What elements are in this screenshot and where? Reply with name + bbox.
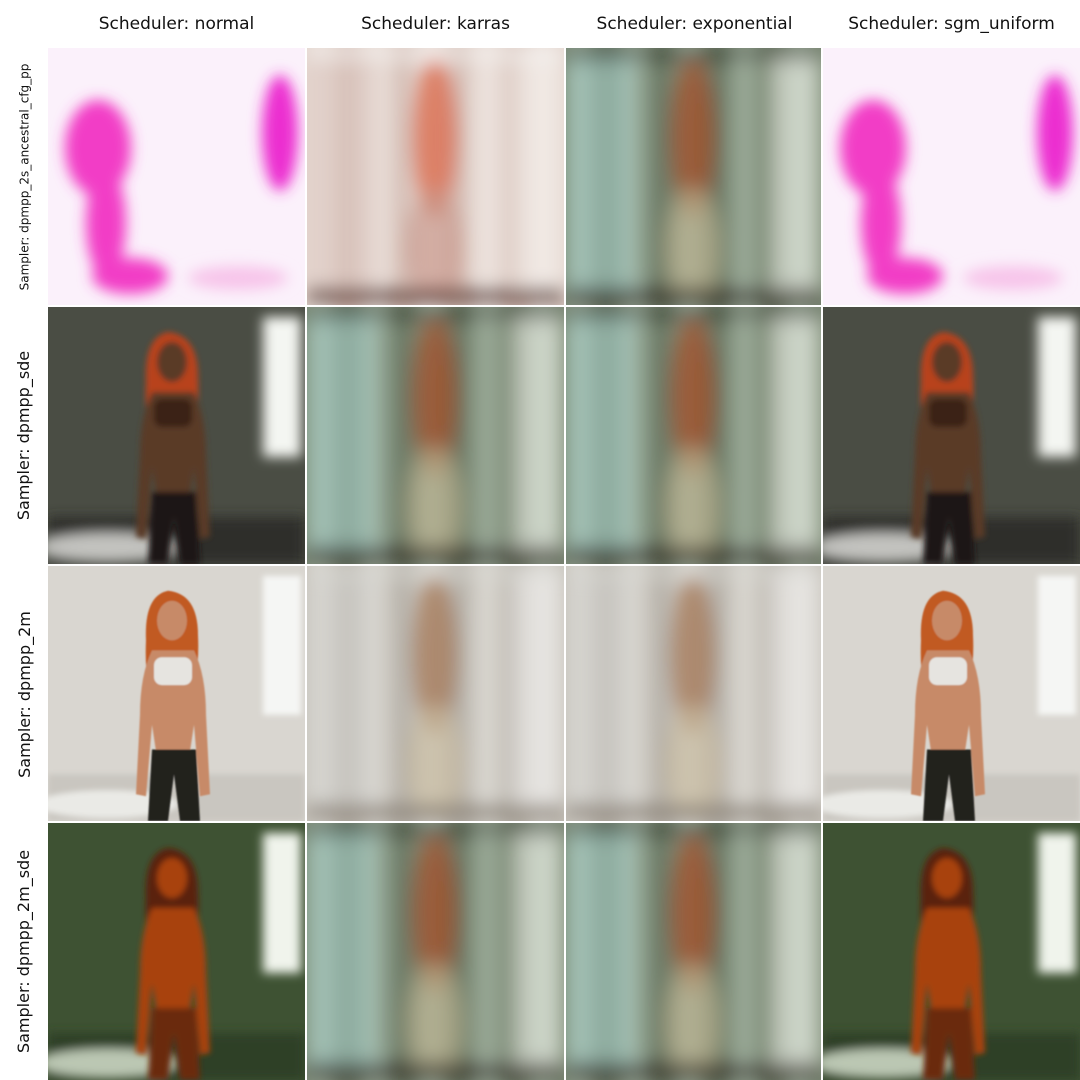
generated-image-woman-bright-room [48,566,305,821]
grid-image-r4-c4 [823,823,1080,1080]
row-label-dpmpp-sde: Sampler: dpmpp_sde [14,350,34,521]
grid-image-r1-c4 [823,48,1080,305]
grid-image-r4-c1 [48,823,305,1080]
generated-image-blurred-curtain-grey [307,566,564,821]
grid-image-r2-c3 [566,307,821,564]
column-label-normal: Scheduler: normal [98,14,255,34]
grid-image-r2-c1 [48,307,305,564]
generated-image-blurred-curtain-teal [307,307,564,564]
generated-image-woman-dark-room [823,307,1080,564]
column-label-sgm-uniform: Scheduler: sgm_uniform [848,14,1055,34]
generated-image-magenta-blobs [823,48,1080,305]
grid-image-r3-c2 [307,566,564,821]
grid-image-r2-c4 [823,307,1080,564]
grid-image-r4-c2 [307,823,564,1080]
generated-image-woman-bright-room [823,566,1080,821]
generated-image-woman-green-room [823,823,1080,1080]
generated-image-blurred-curtain-teal [307,823,564,1080]
generated-image-woman-green-room [48,823,305,1080]
row-label-dpmpp-2s-ancestral-cfg-pp: Sampler: dpmpp_2s_ancestral_cfg_pp [17,63,31,290]
row-label-wrap-1: Sampler: dpmpp_2s_ancestral_cfg_pp [0,48,48,305]
generated-image-blurred-curtain-grey [566,566,821,821]
generated-image-blurred-curtain-teal [566,307,821,564]
row-label-wrap-3: Sampler: dpmpp_2m [0,566,48,823]
column-label-karras: Scheduler: karras [361,14,510,34]
row-label-dpmpp-2m-sde: Sampler: dpmpp_2m_sde [14,849,34,1054]
generated-image-blurred-curtain-pink [307,48,564,305]
grid-image-r4-c3 [566,823,821,1080]
grid-image-r1-c2 [307,48,564,305]
grid-image-r3-c4 [823,566,1080,821]
generated-image-magenta-blobs [48,48,305,305]
grid-image-r1-c1 [48,48,305,305]
generated-image-blurred-curtain-teal [566,823,821,1080]
grid-image-r3-c1 [48,566,305,821]
row-label-wrap-4: Sampler: dpmpp_2m_sde [0,823,48,1080]
row-label-dpmpp-2m: Sampler: dpmpp_2m [14,611,34,778]
row-label-wrap-2: Sampler: dpmpp_sde [0,307,48,564]
grid-image-r1-c3 [566,48,821,305]
column-label-exponential: Scheduler: exponential [596,14,793,34]
generated-image-blurred-curtain-teal [566,48,821,305]
grid-image-r2-c2 [307,307,564,564]
grid-image-r3-c3 [566,566,821,821]
generated-image-woman-dark-room [48,307,305,564]
